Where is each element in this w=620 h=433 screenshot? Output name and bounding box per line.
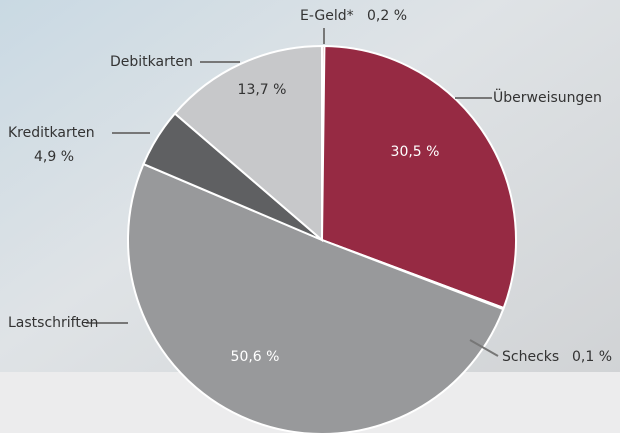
pie (127, 44, 517, 433)
category-label: Lastschriften (8, 315, 98, 331)
category-label: Überweisungen (493, 88, 602, 106)
pie-slice (173, 44, 323, 243)
value-label: 0,1 % (572, 349, 612, 365)
category-label: Schecks (502, 349, 559, 365)
value-label: 13,7 % (238, 82, 287, 98)
value-label: 50,6 % (231, 349, 280, 365)
value-label: 4,9 % (34, 149, 74, 165)
category-label: Debitkarten (110, 54, 193, 70)
pie-slice (127, 162, 505, 433)
labels: E-Geld* 0,2 % Überweisungen 30,5 % Schecks 0,… (8, 8, 612, 365)
category-label: Kreditkarten (8, 125, 95, 141)
leader-line (469, 339, 499, 357)
category-label: E-Geld* (300, 8, 354, 24)
value-label: 30,5 % (391, 144, 440, 160)
value-label: 0,2 % (367, 8, 407, 24)
pie-slice (320, 45, 517, 310)
